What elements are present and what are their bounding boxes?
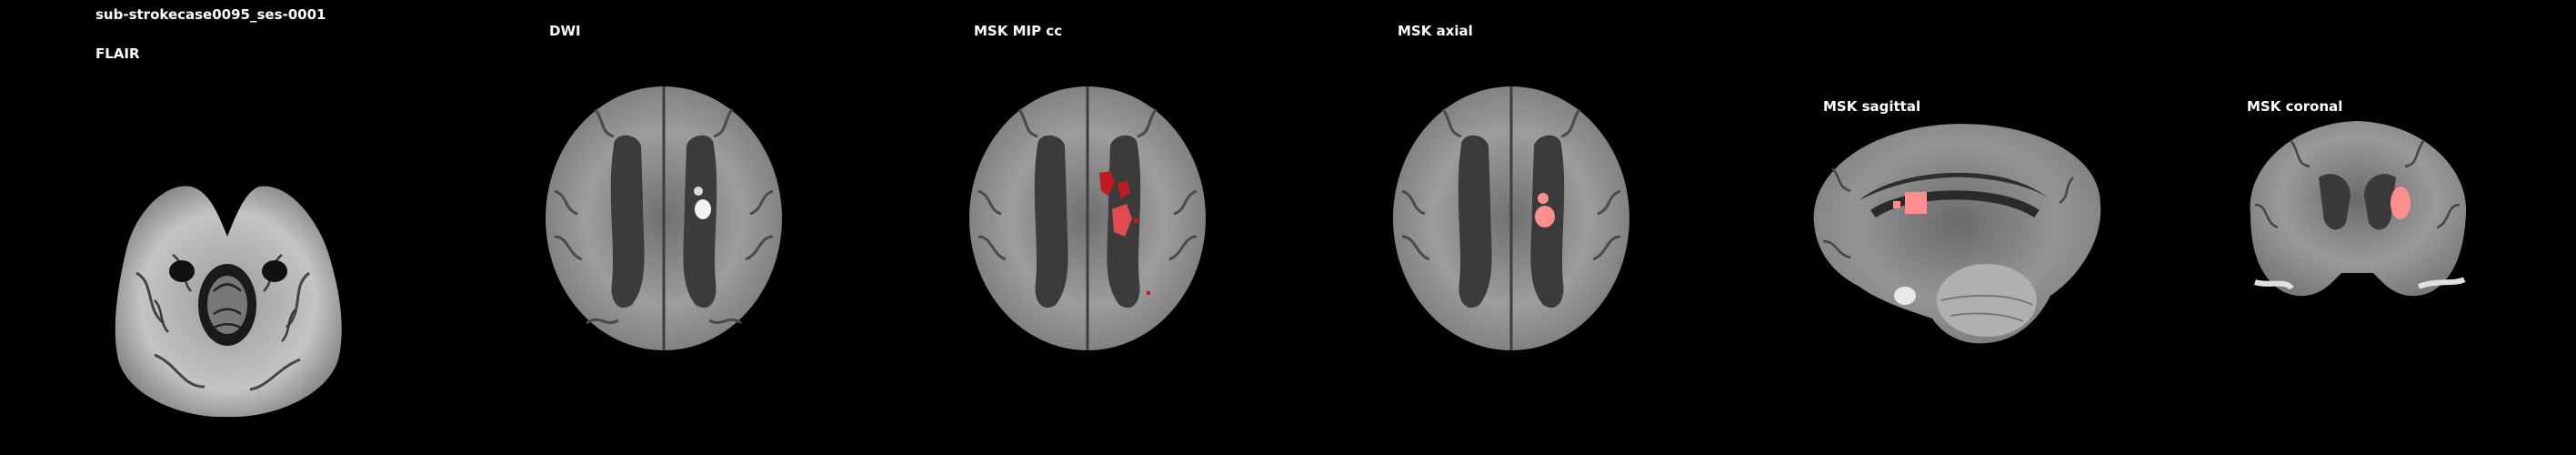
- msk-mip-image: [965, 82, 1210, 355]
- panel-title-dwi: DWI: [549, 23, 581, 39]
- dwi-image: [541, 82, 787, 355]
- panel-title-coronal: MSK coronal: [2247, 98, 2343, 115]
- msk-coronal-image: [2237, 114, 2478, 309]
- flair-image: [100, 173, 355, 428]
- panel-title-mip: MSK MIP cc: [974, 23, 1063, 39]
- msk-axial-image: [1388, 82, 1634, 355]
- panel-title-sagittal: MSK sagittal: [1823, 98, 1921, 115]
- panel-title-axial: MSK axial: [1398, 23, 1473, 39]
- msk-sagittal-image: [1805, 114, 2105, 359]
- panel-title-flair: FLAIR: [95, 46, 140, 62]
- subject-id: sub-strokecase0095_ses-0001: [95, 6, 326, 23]
